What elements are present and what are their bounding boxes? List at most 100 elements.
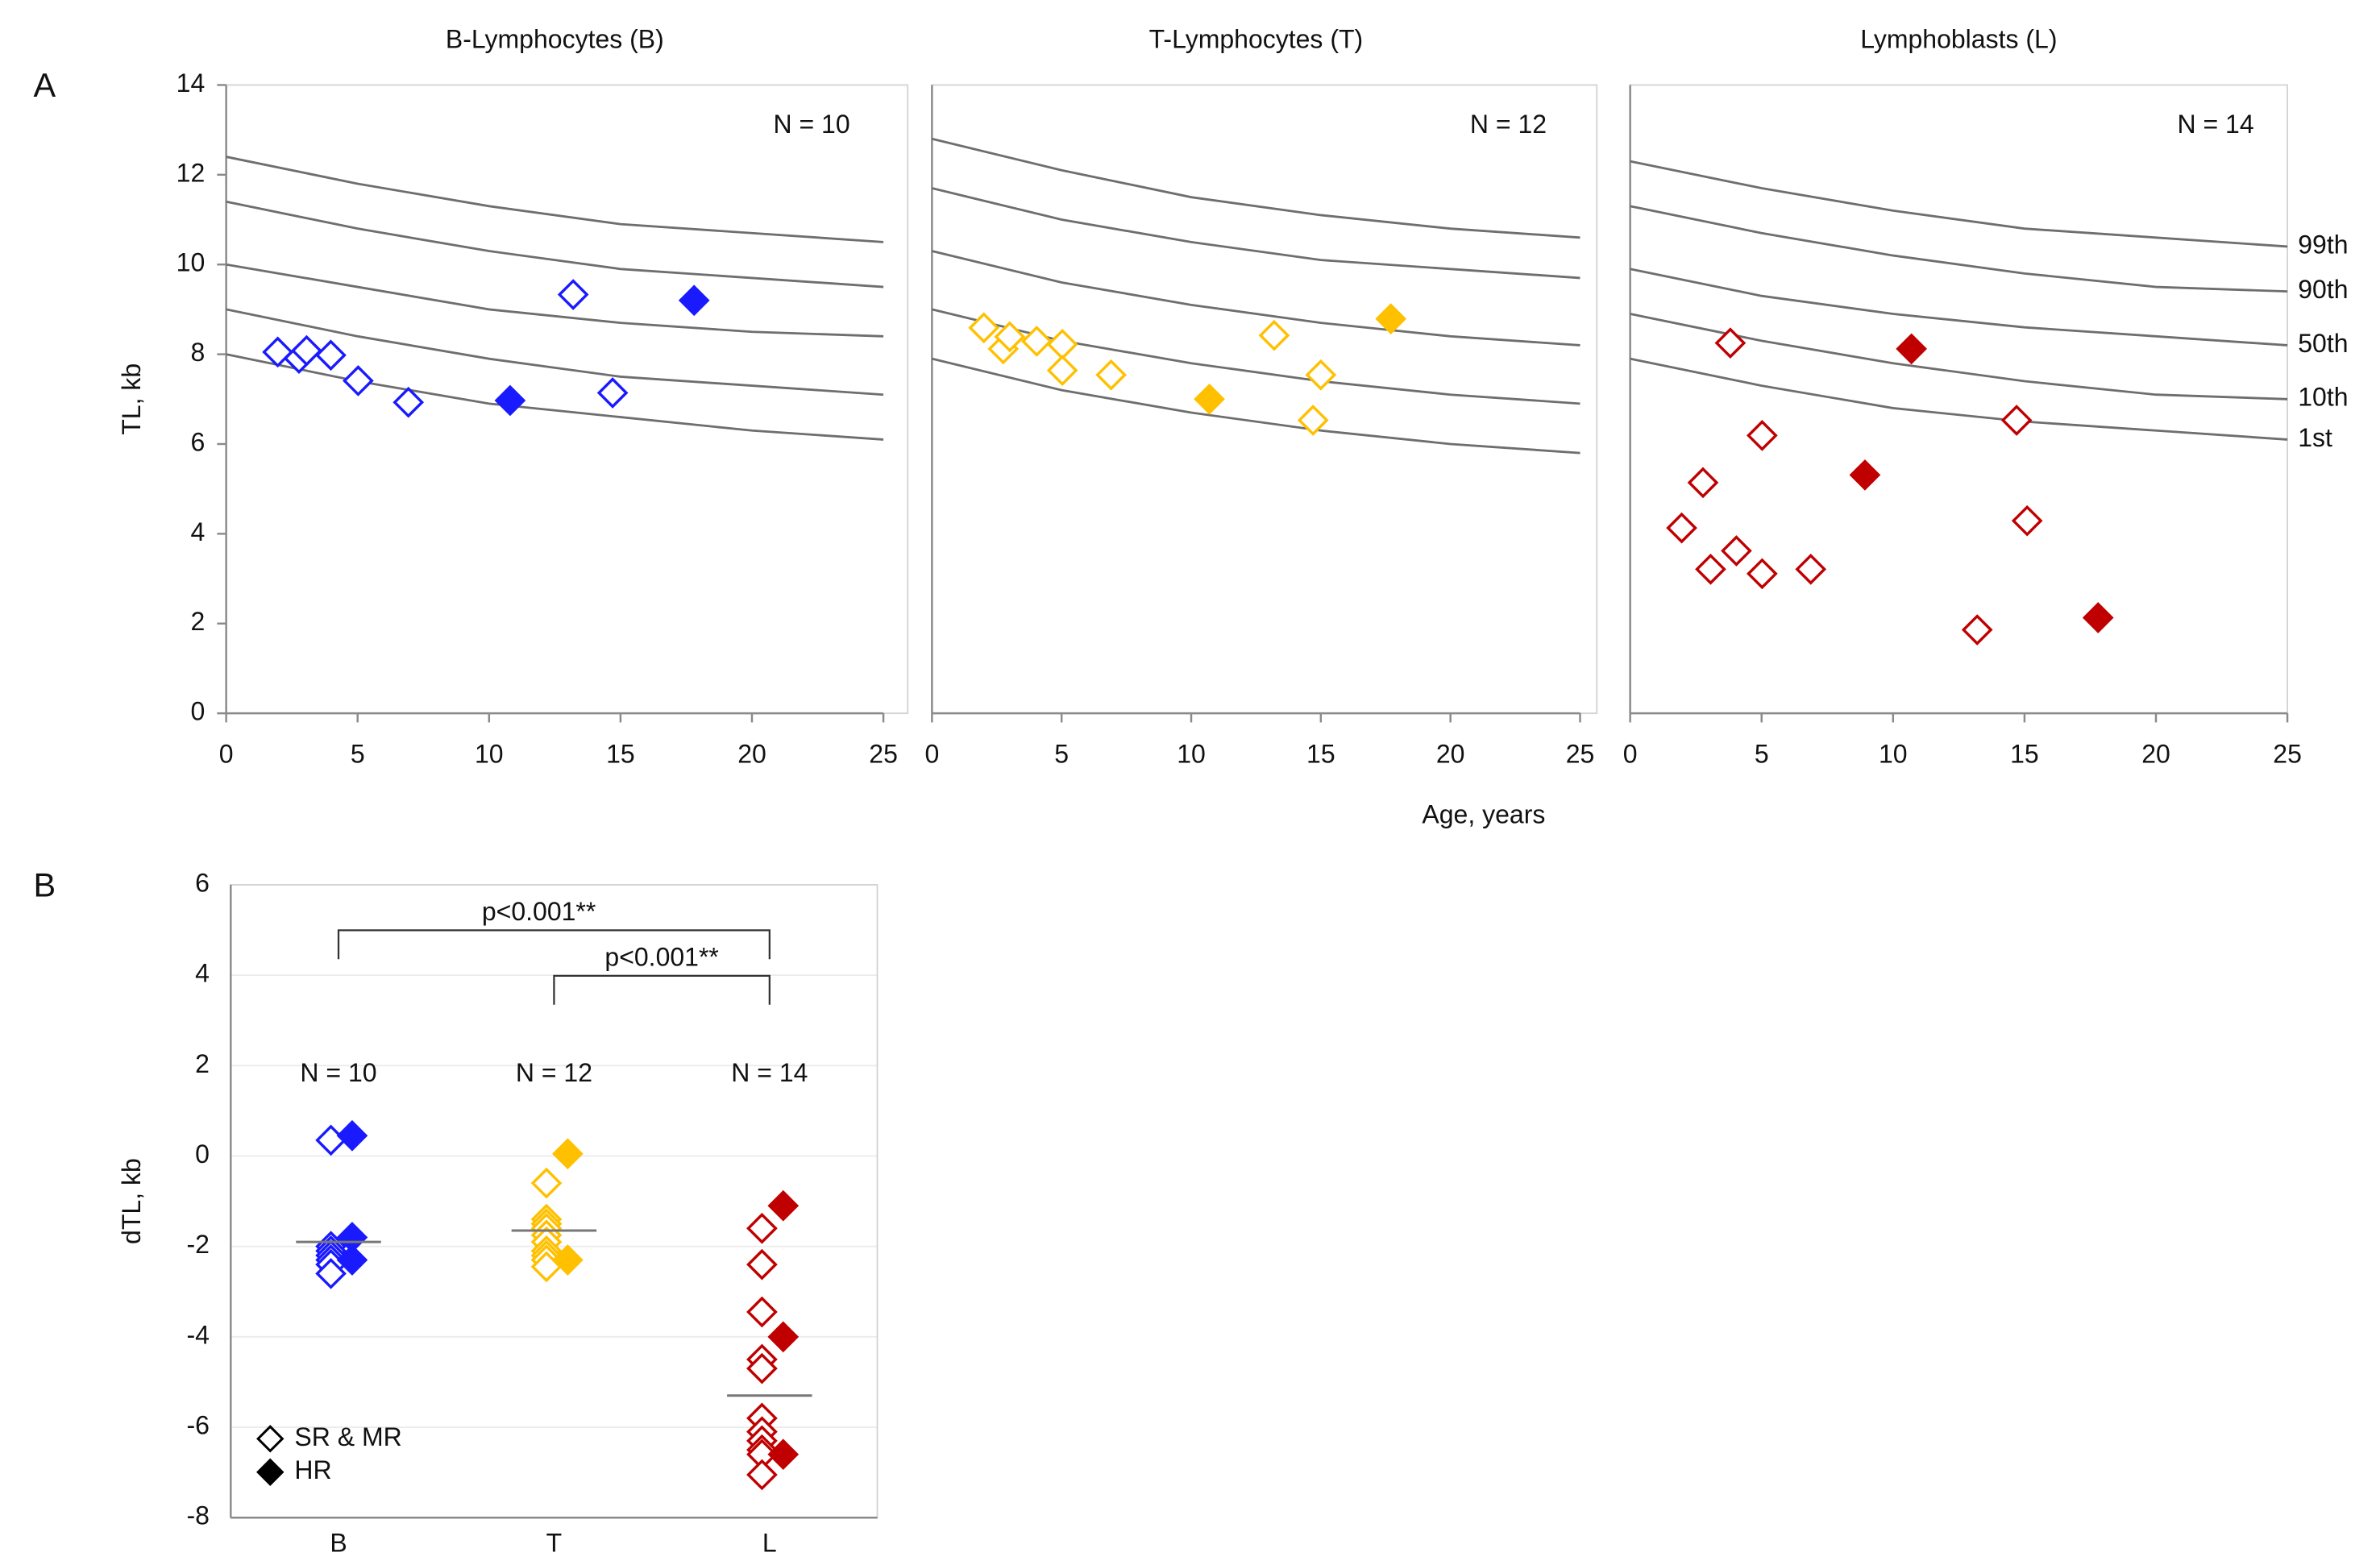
data-point bbox=[2011, 504, 2043, 537]
data-point bbox=[336, 1119, 368, 1152]
percentile-label: 99th bbox=[2298, 230, 2348, 259]
panel-title: T-Lymphocytes (T) bbox=[1149, 24, 1364, 53]
x-tick-label: 0 bbox=[1623, 739, 1638, 768]
percentile-curve bbox=[1630, 268, 2288, 347]
x-tick-label: 10 bbox=[475, 739, 504, 768]
percentile-curve bbox=[226, 308, 884, 396]
significance-label: p<0.001** bbox=[604, 943, 718, 972]
x-tick-label: 20 bbox=[737, 739, 766, 768]
y-axis-label: TL, kb bbox=[117, 363, 146, 435]
data-point bbox=[393, 386, 425, 418]
x-tick-label: 5 bbox=[1755, 739, 1769, 768]
percentile-curve bbox=[1630, 357, 2288, 441]
data-point bbox=[336, 1244, 368, 1276]
percentile-curve bbox=[932, 250, 1580, 347]
y-tick-label: 6 bbox=[195, 868, 210, 897]
data-point bbox=[1666, 512, 1697, 544]
percentile-label: 50th bbox=[2298, 329, 2348, 358]
x-tick-label: T bbox=[546, 1529, 563, 1558]
data-point bbox=[1687, 467, 1719, 499]
data-point bbox=[596, 377, 629, 409]
data-point bbox=[1046, 355, 1078, 386]
x-tick-label: 25 bbox=[869, 739, 898, 768]
data-point bbox=[315, 1257, 347, 1289]
data-point bbox=[1695, 554, 1726, 585]
sample-size: N = 12 bbox=[516, 1058, 592, 1087]
data-point bbox=[1849, 459, 1881, 491]
data-point bbox=[530, 1167, 563, 1199]
data-point bbox=[746, 1212, 778, 1244]
percentile-curve bbox=[226, 353, 884, 441]
x-tick-label: 10 bbox=[1879, 739, 1908, 768]
x-tick-label: 0 bbox=[219, 739, 234, 768]
data-point bbox=[1095, 359, 1127, 391]
data-point bbox=[494, 384, 526, 417]
data-point bbox=[552, 1244, 584, 1276]
y-tick-label: 12 bbox=[177, 158, 206, 187]
y-tick-label: 2 bbox=[190, 607, 205, 636]
sample-size: N = 14 bbox=[2177, 110, 2253, 139]
data-point bbox=[767, 1438, 800, 1471]
y-tick-label: 10 bbox=[177, 248, 206, 277]
panel-title: Lymphoblasts (L) bbox=[1860, 24, 2057, 53]
data-point bbox=[1305, 359, 1337, 391]
data-point bbox=[291, 334, 322, 367]
y-tick-label: -6 bbox=[186, 1411, 209, 1440]
sample-size: N = 14 bbox=[731, 1058, 808, 1087]
percentile-curve bbox=[1630, 313, 2288, 401]
x-tick-label: 0 bbox=[924, 739, 939, 768]
percentile-curve bbox=[226, 156, 884, 243]
legend-label: SR & MR bbox=[294, 1422, 401, 1451]
percentile-label: 10th bbox=[2298, 383, 2348, 412]
y-tick-label: 4 bbox=[195, 959, 210, 988]
data-point bbox=[557, 279, 589, 310]
x-tick-label: 20 bbox=[1436, 739, 1465, 768]
y-axis-label: dTL, kb bbox=[117, 1158, 146, 1244]
data-point bbox=[746, 1352, 778, 1384]
y-tick-label: 4 bbox=[190, 517, 205, 546]
data-point bbox=[1020, 326, 1053, 357]
x-tick-label: B bbox=[330, 1529, 347, 1558]
y-tick-label: -8 bbox=[186, 1501, 209, 1530]
data-point bbox=[968, 312, 1000, 344]
percentile-curve bbox=[932, 308, 1580, 405]
y-tick-label: 0 bbox=[190, 697, 205, 726]
percentile-curve bbox=[1630, 205, 2288, 293]
percentile-curve bbox=[226, 263, 884, 338]
data-point bbox=[1721, 535, 1752, 567]
percentile-label: 1st bbox=[2298, 423, 2332, 452]
data-point bbox=[2000, 405, 2033, 436]
data-point bbox=[767, 1189, 800, 1222]
sample-size: N = 10 bbox=[300, 1058, 376, 1087]
x-tick-label: 5 bbox=[351, 739, 365, 768]
x-tick-label: L bbox=[762, 1529, 777, 1558]
y-tick-label: 8 bbox=[190, 338, 205, 367]
data-point bbox=[1961, 614, 1993, 646]
legend-marker bbox=[256, 1458, 285, 1486]
data-point bbox=[1795, 554, 1827, 585]
x-tick-label: 20 bbox=[2141, 739, 2170, 768]
plot-frame bbox=[1629, 84, 2289, 715]
percentile-curve bbox=[932, 357, 1580, 455]
data-point bbox=[746, 1248, 778, 1281]
data-point bbox=[1297, 405, 1329, 436]
data-point bbox=[1747, 558, 1778, 590]
y-tick-label: -2 bbox=[186, 1230, 209, 1259]
x-tick-label: 15 bbox=[606, 739, 635, 768]
percentile-label: 90th bbox=[2298, 275, 2348, 304]
data-point bbox=[343, 365, 374, 396]
x-tick-label: 5 bbox=[1054, 739, 1069, 768]
data-point bbox=[1896, 333, 1927, 365]
panel-title: B-Lymphocytes (B) bbox=[446, 24, 664, 53]
significance-label: p<0.001** bbox=[482, 897, 596, 926]
data-point bbox=[1747, 420, 1778, 451]
data-point bbox=[994, 321, 1026, 353]
data-point bbox=[746, 1459, 778, 1491]
legend-label: HR bbox=[294, 1455, 331, 1484]
percentile-curve bbox=[932, 137, 1580, 239]
panel-label: B bbox=[33, 866, 56, 904]
data-point bbox=[1194, 383, 1225, 415]
y-tick-label: 14 bbox=[177, 68, 206, 98]
